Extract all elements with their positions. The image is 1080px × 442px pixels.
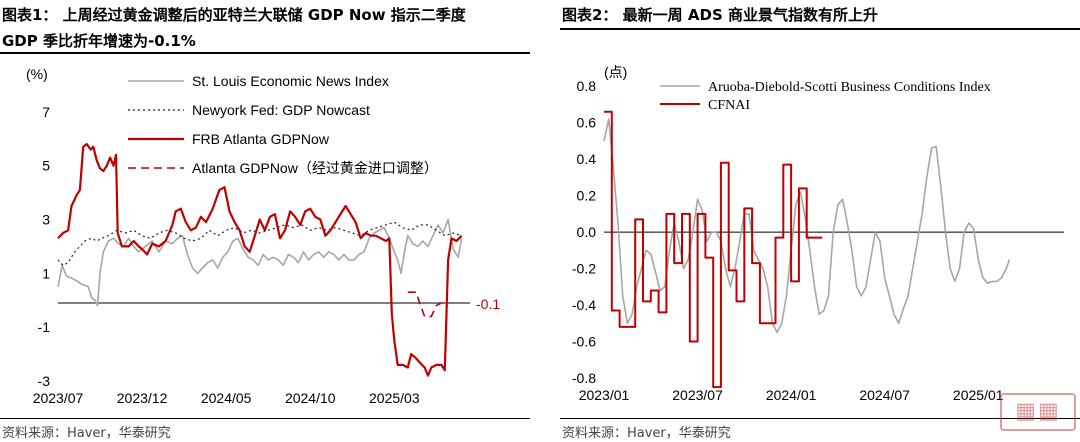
y-axis-unit-label: (点): [604, 64, 627, 80]
chart-title-1-line-2: GDP 季比折年增速为-0.1%: [2, 32, 196, 50]
series-line-2: [57, 221, 462, 266]
y-tick-label: 3: [42, 212, 50, 228]
chart-1-svg: 7 5 3 1 -1 -3 (%) 2023/07 2023/12 2024/05 2024/10 2…: [26, 66, 500, 406]
y-tick-label: -1: [38, 319, 51, 335]
series-line-3: [57, 143, 463, 377]
y-tick-label: -0.8: [572, 370, 596, 386]
x-tick-label: 2024/10: [285, 390, 336, 406]
x-tick-label: 2024/05: [201, 390, 252, 406]
legend-label-4: Atlanta GDPNow（经过黄金进口调整）: [192, 160, 438, 176]
series-line-2: [604, 110, 823, 389]
legend-label-1: St. Louis Economic News Index: [192, 73, 389, 89]
source-note-1: 资料来源：Haver，华泰研究: [2, 426, 171, 441]
x-tick-label: 2023/12: [117, 390, 168, 406]
x-tick-label: 2024/07: [859, 387, 910, 403]
y-tick-label: 1: [42, 265, 50, 281]
y-axis-unit-label: (%): [26, 66, 48, 82]
x-tick-label: 2023/07: [672, 387, 723, 403]
title-divider-1: [0, 52, 530, 54]
legend-label-2: CFNAI: [708, 98, 750, 113]
x-tick-label: 2023/01: [579, 387, 630, 403]
y-tick-label: 7: [42, 104, 50, 120]
x-tick-label: 2025/01: [953, 387, 1004, 403]
x-tick-label: 2025/03: [369, 390, 420, 406]
y-tick-label: 0.0: [577, 224, 597, 240]
y-tick-label: 5: [42, 158, 50, 174]
y-tick-label: 0.6: [577, 115, 597, 131]
chart-panel-1: 图表1： 上周经过黄金调整后的亚特兰大联储 GDP Now 指示二季度 GDP …: [0, 2, 530, 441]
legend-label-3: FRB Atlanta GDPNow: [192, 131, 330, 147]
annotation-label: -0.1: [476, 296, 500, 312]
y-tick-label: 0.4: [577, 151, 597, 167]
x-tick-label: 2023/07: [33, 390, 84, 406]
y-tick-label: 0.2: [577, 188, 597, 204]
chart-title-2-text: 图表2： 最新一周 ADS 商业景气指数有所上升: [562, 6, 878, 24]
y-tick-label: -0.4: [572, 297, 596, 313]
chart-panel-2: 图表2： 最新一周 ADS 商业景气指数有所上升 0.8 0.6 0.4 0.2 0.0…: [560, 0, 1080, 442]
legend-label-2: Newyork Fed: GDP Nowcast: [192, 102, 370, 118]
source-divider-1: [0, 418, 530, 419]
x-tick-label: 2024/01: [766, 387, 817, 403]
y-tick-label: -3: [38, 373, 51, 389]
chart-title-1-line-1: 图表1： 上周经过黄金调整后的亚特兰大联储 GDP Now 指示二季度: [2, 6, 466, 24]
series-line-4: [407, 291, 445, 318]
title-divider-2: [560, 28, 1080, 30]
y-tick-label: -0.2: [572, 261, 596, 277]
source-note-2: 资料来源：Haver，华泰研究: [562, 426, 731, 441]
source-divider-2: [560, 418, 1080, 419]
chart-title-1: 图表1： 上周经过黄金调整后的亚特兰大联储 GDP Now 指示二季度 GDP …: [2, 2, 466, 54]
chart-title-2: 图表2： 最新一周 ADS 商业景气指数有所上升: [562, 2, 878, 28]
y-tick-label: 0.8: [577, 78, 597, 94]
watermark-stamp-icon: ▦▦: [1000, 393, 1076, 431]
chart-2-svg: 0.8 0.6 0.4 0.2 0.0 -0.2 -0.4 -0.6 -0.8 (点) 2023/0…: [572, 64, 1064, 403]
legend-label-1: Aruoba-Diebold-Scotti Business Condition…: [708, 80, 991, 95]
y-tick-label: -0.6: [572, 334, 596, 350]
